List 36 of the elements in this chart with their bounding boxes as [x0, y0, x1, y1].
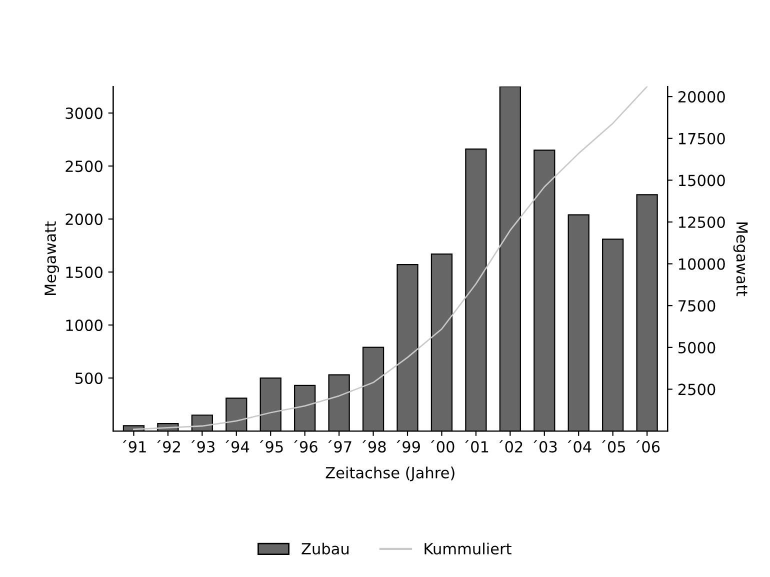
x-tick-label: ´92 — [157, 440, 180, 453]
y-tick-label: 2500 — [66, 160, 102, 172]
y-tick-label: 500 — [75, 372, 102, 384]
x-tick-label: ´99 — [396, 440, 420, 453]
y2-tick-label: 5000 — [678, 342, 716, 354]
x-tick-label: ´93 — [191, 440, 214, 453]
y-tick-label: 1000 — [66, 319, 102, 332]
x-tick-label: ´04 — [568, 440, 592, 453]
x-tick-label: ´02 — [499, 440, 522, 453]
x-tick-label: ´03 — [534, 440, 557, 453]
x-tick-label: ´96 — [294, 440, 318, 453]
line-series — [133, 86, 648, 430]
x-tick-label: ´05 — [602, 440, 626, 453]
y2-tick-label: 12500 — [678, 216, 725, 228]
y2-tick-label: 2500 — [678, 384, 716, 396]
x-tick-label: ´06 — [636, 440, 660, 453]
y-tick-label: 3000 — [66, 108, 102, 120]
x-tick-label: ´98 — [362, 440, 386, 453]
y-tick-label: 1500 — [66, 266, 102, 278]
y-axis-title: Megawatt — [44, 221, 60, 296]
y2-axis-title: Megawatt — [733, 222, 748, 296]
y2-tick-label: 7500 — [678, 300, 716, 312]
x-tick-label: ´97 — [328, 440, 352, 453]
y2-tick-label: 15000 — [678, 174, 725, 186]
y2-tick-label: 20000 — [678, 91, 725, 103]
x-tick-label: ´01 — [465, 440, 488, 453]
legend-label: Zubau — [302, 542, 349, 555]
x-tick-label: ´91 — [122, 440, 146, 453]
x-tick-label: ´95 — [260, 440, 283, 453]
x-tick-label: ´00 — [430, 440, 454, 453]
x-axis-title: Zeitachse (Jahre) — [326, 466, 454, 482]
y2-tick-label: 17500 — [678, 132, 725, 144]
legend-label: Kummuliert — [424, 542, 512, 555]
y-tick-label: 2000 — [66, 214, 102, 226]
x-tick-label: ´94 — [226, 440, 250, 453]
y2-tick-label: 10000 — [678, 258, 725, 270]
